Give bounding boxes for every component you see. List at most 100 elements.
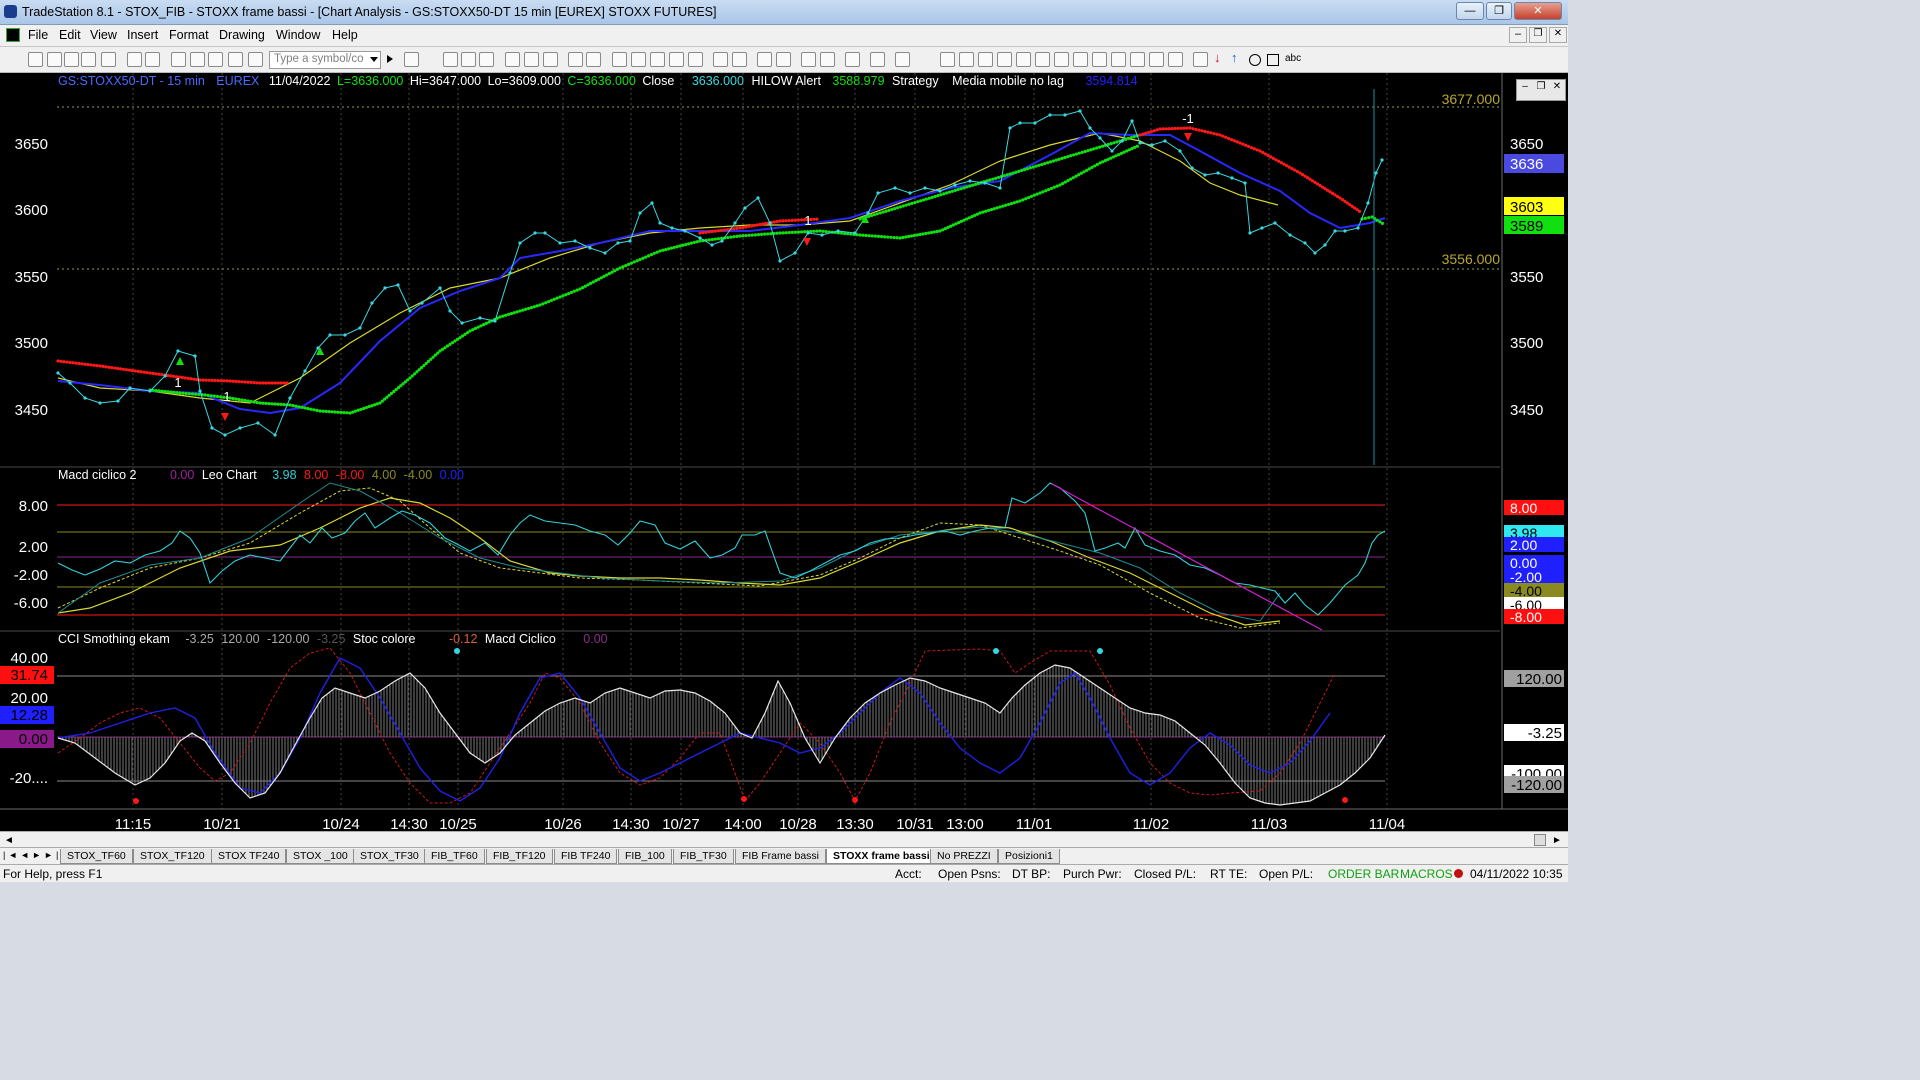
vertical-lines-icon[interactable] bbox=[959, 52, 974, 67]
point-figure-icon[interactable] bbox=[688, 52, 703, 67]
tab-stox-100[interactable]: STOX _100 bbox=[286, 849, 355, 864]
menu-format[interactable]: Format bbox=[169, 28, 209, 42]
symbol-lookup-icon[interactable] bbox=[404, 52, 419, 67]
chart-area[interactable]: 3677.000 3556.000 3650 3600 3550 3500 3450 3… bbox=[0, 73, 1568, 843]
tab-fib-frame-bassi[interactable]: FIB Frame bassi bbox=[735, 849, 827, 864]
tab-fib-100[interactable]: FIB_100 bbox=[618, 849, 672, 864]
doc-close-button[interactable]: ✕ bbox=[1549, 27, 1567, 43]
arc-icon[interactable] bbox=[1193, 52, 1208, 67]
menu-edit[interactable]: Edit bbox=[59, 28, 81, 42]
eraser-icon[interactable] bbox=[895, 52, 910, 67]
horizontal-line-icon[interactable] bbox=[1111, 52, 1126, 67]
down-arrow-icon[interactable]: ↓ bbox=[1214, 50, 1221, 65]
ellipse-icon[interactable] bbox=[1249, 54, 1261, 66]
scroll-left-icon[interactable]: ◄ bbox=[4, 835, 14, 846]
parallel-lines-icon[interactable] bbox=[1130, 52, 1145, 67]
hilow-dot bbox=[929, 230, 934, 235]
menu-insert[interactable]: Insert bbox=[127, 28, 159, 42]
order-bar-button[interactable]: ORDER BAR bbox=[1328, 867, 1400, 881]
fib-arcs-icon[interactable] bbox=[1149, 52, 1164, 67]
hilow-dot bbox=[970, 183, 975, 187]
grid-icon[interactable] bbox=[479, 52, 494, 67]
menu-window[interactable]: Window bbox=[276, 28, 321, 42]
regression-channel-icon[interactable] bbox=[1073, 52, 1088, 67]
andrews-pitchfork-icon[interactable] bbox=[1035, 52, 1050, 67]
rectangle-icon[interactable] bbox=[1267, 54, 1279, 66]
scroll-right-icon[interactable] bbox=[732, 52, 747, 67]
trendline-tool-icon[interactable] bbox=[870, 52, 885, 67]
tab-fib-tf240[interactable]: FIB TF240 bbox=[554, 849, 618, 864]
menu-view[interactable]: View bbox=[90, 28, 117, 42]
ohlc-icon[interactable] bbox=[669, 52, 684, 67]
tab-no-prezzi[interactable]: No PREZZI bbox=[930, 849, 998, 864]
tab-fib-tf120[interactable]: FIB_TF120 bbox=[486, 849, 553, 864]
print-icon[interactable] bbox=[127, 52, 142, 67]
menu-file[interactable]: File bbox=[28, 28, 49, 42]
restore-button[interactable]: ❐ bbox=[1486, 2, 1512, 20]
zoom-out-icon[interactable] bbox=[776, 52, 791, 67]
lock-icon[interactable] bbox=[208, 52, 223, 67]
hilow-dot bbox=[204, 378, 208, 382]
text-tool-icon[interactable]: abc bbox=[1285, 53, 1302, 64]
chart-restore-icon[interactable]: ❐ bbox=[1536, 81, 1546, 92]
macros-button[interactable]: MACROS bbox=[1400, 867, 1453, 881]
line-chart-icon[interactable] bbox=[631, 52, 646, 67]
menu-drawing[interactable]: Drawing bbox=[219, 28, 265, 42]
insert-analysis-icon[interactable] bbox=[543, 52, 558, 67]
pointer-icon[interactable] bbox=[801, 52, 816, 67]
crosshair-icon[interactable] bbox=[820, 52, 835, 67]
scroll-thumb[interactable] bbox=[1534, 834, 1546, 846]
up-arrow-icon[interactable]: ↑ bbox=[1231, 50, 1238, 65]
chart-minimize-icon[interactable]: – bbox=[1522, 81, 1528, 92]
speed-lines-icon[interactable] bbox=[997, 52, 1012, 67]
tab-fib-tf30[interactable]: FIB_TF30 bbox=[673, 849, 734, 864]
doc-restore-button[interactable]: ❐ bbox=[1529, 27, 1547, 43]
link-icon[interactable] bbox=[586, 52, 601, 67]
menu-help[interactable]: Help bbox=[332, 28, 358, 42]
insert-strategy-icon[interactable] bbox=[524, 52, 539, 67]
minimize-button[interactable]: — bbox=[1456, 2, 1484, 20]
bar-chart-icon[interactable] bbox=[612, 52, 627, 67]
fib-fan-icon[interactable] bbox=[1168, 52, 1183, 67]
strategy-icon[interactable] bbox=[228, 52, 243, 67]
symbol-input[interactable]: Type a symbol/co bbox=[269, 51, 381, 69]
scroll-right-icon[interactable]: ► bbox=[1552, 835, 1562, 846]
candle-icon[interactable] bbox=[650, 52, 665, 67]
window-icon[interactable] bbox=[248, 52, 263, 67]
zoom-in-icon[interactable] bbox=[757, 52, 772, 67]
tab-stox-tf240[interactable]: STOX TF240 bbox=[211, 849, 287, 864]
gann-fan-icon[interactable] bbox=[1016, 52, 1031, 67]
pencil-icon[interactable] bbox=[940, 52, 955, 67]
workspace-icon[interactable] bbox=[101, 52, 116, 67]
radar-screen-icon[interactable] bbox=[190, 52, 205, 67]
symbol-dropdown-icon[interactable] bbox=[370, 57, 378, 62]
go-arrow-icon[interactable] bbox=[387, 55, 393, 63]
data-window-icon[interactable] bbox=[568, 52, 583, 67]
save-icon[interactable] bbox=[64, 52, 79, 67]
doc-minimize-button[interactable]: – bbox=[1509, 27, 1527, 43]
trend-channel-icon[interactable] bbox=[1092, 52, 1107, 67]
open-icon[interactable] bbox=[47, 52, 62, 67]
horizontal-lines-icon[interactable] bbox=[978, 52, 993, 67]
tab-nav-arrows-icon[interactable]: |◄◄►►| bbox=[3, 850, 62, 860]
tab-stox-tf120[interactable]: STOX_TF120 bbox=[133, 849, 212, 864]
close-button[interactable]: ✕ bbox=[1514, 2, 1562, 20]
format-symbol-icon[interactable] bbox=[443, 52, 458, 67]
insert-indicator-icon[interactable] bbox=[505, 52, 520, 67]
chart-close-icon[interactable]: ✕ bbox=[1552, 81, 1562, 92]
hammer-icon[interactable] bbox=[845, 52, 860, 67]
chart-window-icon[interactable] bbox=[171, 52, 186, 67]
fib-retracement-icon[interactable] bbox=[1054, 52, 1069, 67]
tab-stox-tf30[interactable]: STOX_TF30 bbox=[353, 849, 426, 864]
hilow-dot bbox=[1246, 144, 1251, 149]
tab-fib-tf60[interactable]: FIB_TF60 bbox=[424, 849, 485, 864]
tab-stox-tf60[interactable]: STOX_TF60 bbox=[60, 849, 133, 864]
save-all-icon[interactable] bbox=[81, 52, 96, 67]
format-analysis-icon[interactable] bbox=[461, 52, 476, 67]
tab-stoxx-frame-bassi[interactable]: STOXX frame bassi bbox=[826, 849, 937, 864]
print-preview-icon[interactable] bbox=[145, 52, 160, 67]
scroll-left-icon[interactable] bbox=[713, 52, 728, 67]
new-icon[interactable] bbox=[28, 52, 43, 67]
tab-posizioni1[interactable]: Posizioni1 bbox=[998, 849, 1060, 864]
horizontal-scrollbar[interactable]: ◄ ► bbox=[0, 831, 1568, 847]
